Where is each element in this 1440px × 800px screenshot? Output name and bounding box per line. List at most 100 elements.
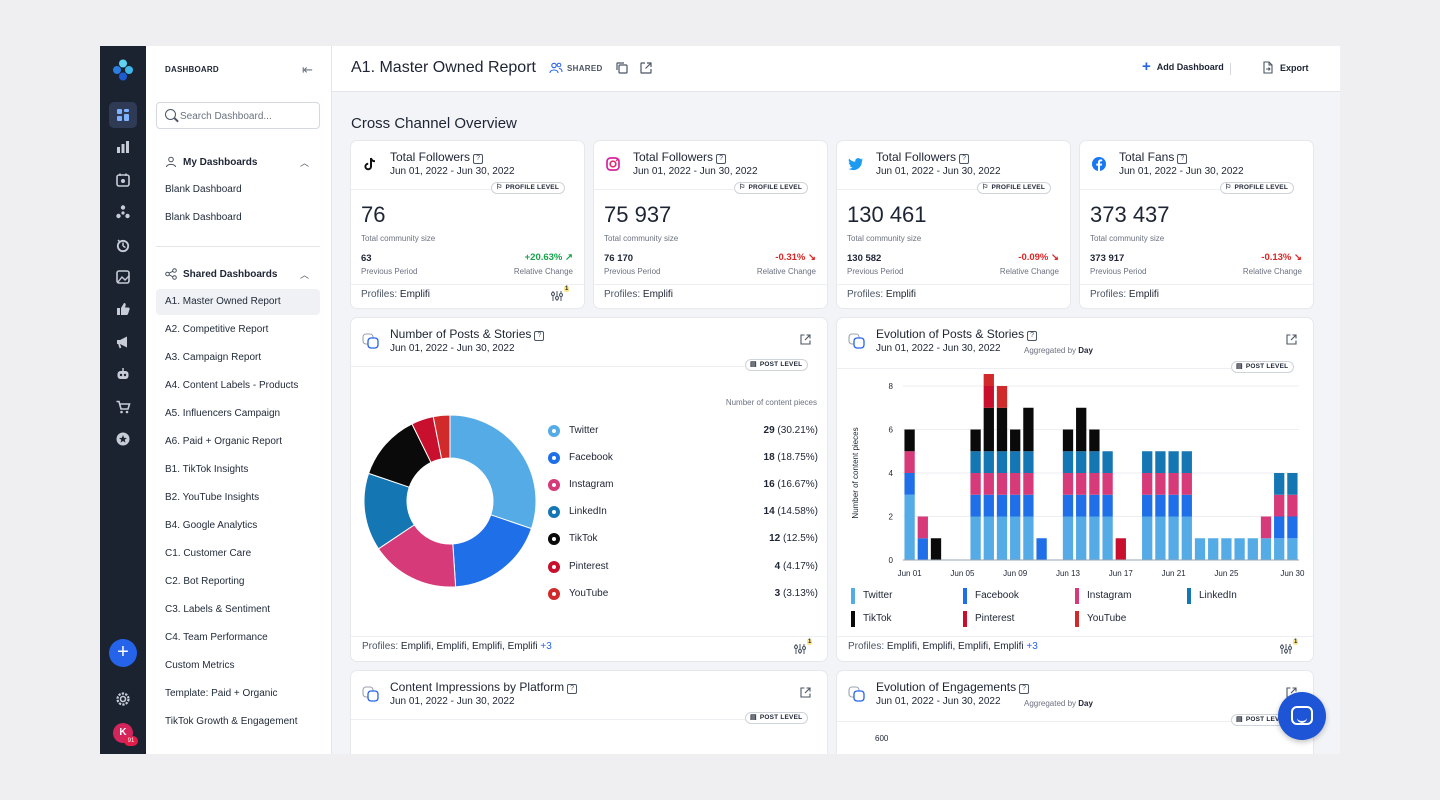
- bar-segment-linkedin[interactable]: [1076, 451, 1087, 473]
- sidebar-item[interactable]: Blank Dashboard: [165, 212, 242, 223]
- bar-segment-tiktok[interactable]: [930, 538, 942, 560]
- bar-segment-twitter[interactable]: [996, 516, 1008, 561]
- cart-nav-button[interactable]: [109, 394, 137, 420]
- bar-segment-instagram[interactable]: [1287, 494, 1298, 517]
- sidebar-item[interactable]: C1. Customer Care: [165, 548, 252, 559]
- legend-item-youtube[interactable]: YouTube 3 (3.13%): [548, 587, 818, 601]
- sidebar-item[interactable]: C4. Team Performance: [165, 632, 268, 643]
- bar-segment-facebook[interactable]: [1155, 494, 1166, 517]
- bar-segment-tiktok[interactable]: [983, 407, 994, 452]
- bar-segment-linkedin[interactable]: [1102, 451, 1113, 473]
- bar-segment-twitter[interactable]: [1234, 538, 1245, 560]
- bar-segment-pinterest[interactable]: [1115, 538, 1126, 560]
- bar-segment-linkedin[interactable]: [1142, 451, 1153, 473]
- export-button[interactable]: Export: [1262, 61, 1309, 74]
- bar-segment-instagram[interactable]: [970, 473, 981, 495]
- bar-segment-twitter[interactable]: [1274, 538, 1285, 560]
- bar-segment-twitter[interactable]: [983, 516, 994, 561]
- bar-segment-instagram[interactable]: [996, 473, 1008, 495]
- bar-segment-instagram[interactable]: [1076, 473, 1087, 495]
- legend-item-pinterest[interactable]: Pinterest 4 (4.17%): [548, 560, 818, 574]
- bar-segment-facebook[interactable]: [1274, 516, 1285, 539]
- bar-segment-twitter[interactable]: [1142, 516, 1153, 561]
- donut-slice-facebook[interactable]: [452, 514, 533, 588]
- bar-segment-facebook[interactable]: [1142, 494, 1153, 517]
- bar-segment-instagram[interactable]: [1089, 473, 1100, 495]
- bar-segment-linkedin[interactable]: [996, 451, 1008, 473]
- legend-item-tiktok[interactable]: TikTok 12 (12.5%): [548, 532, 818, 546]
- sidebar-item[interactable]: A2. Competitive Report: [165, 324, 269, 335]
- help-icon[interactable]: ?: [1027, 331, 1038, 341]
- dashboard-nav-button[interactable]: [109, 102, 137, 128]
- bar-segment-facebook[interactable]: [983, 494, 994, 517]
- bar-segment-instagram[interactable]: [904, 451, 915, 473]
- bar-segment-twitter[interactable]: [1287, 538, 1298, 560]
- megaphone-nav-button[interactable]: [109, 329, 137, 355]
- bar-segment-instagram[interactable]: [1023, 473, 1034, 495]
- bar-segment-linkedin[interactable]: [1181, 451, 1192, 473]
- bar-segment-twitter[interactable]: [1247, 538, 1258, 560]
- legend-item-linkedin[interactable]: LinkedIn 14 (14.58%): [548, 505, 818, 519]
- help-icon[interactable]: ?: [1177, 154, 1188, 164]
- bar-segment-pinterest[interactable]: [983, 386, 994, 408]
- add-dashboard-button[interactable]: + Add Dashboard: [1142, 59, 1224, 74]
- filter-icon[interactable]: [1279, 643, 1293, 655]
- bar-segment-twitter[interactable]: [1076, 516, 1087, 561]
- bar-segment-twitter[interactable]: [1168, 516, 1179, 561]
- bar-segment-linkedin[interactable]: [1168, 451, 1179, 473]
- more-profiles-link[interactable]: +3: [1026, 641, 1038, 652]
- bar-segment-facebook[interactable]: [1062, 494, 1074, 517]
- bar-segment-facebook[interactable]: [1287, 516, 1298, 539]
- sidebar-item[interactable]: C3. Labels & Sentiment: [165, 604, 271, 615]
- donut-slice-youtube[interactable]: [432, 414, 451, 460]
- bar-segment-facebook[interactable]: [996, 494, 1008, 517]
- bar-segment-tiktok[interactable]: [904, 429, 915, 452]
- bar-segment-instagram[interactable]: [1274, 494, 1285, 517]
- bar-segment-twitter[interactable]: [904, 494, 915, 560]
- bar-segment-facebook[interactable]: [1036, 538, 1047, 560]
- expand-icon[interactable]: [799, 686, 812, 699]
- help-icon[interactable]: ?: [534, 331, 545, 341]
- shared-dashboards-header[interactable]: Shared Dashboards: [165, 268, 277, 280]
- bar-segment-tiktok[interactable]: [996, 407, 1008, 452]
- bar-segment-twitter[interactable]: [1181, 516, 1192, 561]
- bar-segment-facebook[interactable]: [917, 538, 928, 560]
- bar-segment-facebook[interactable]: [1089, 494, 1100, 517]
- sidebar-item[interactable]: B1. TikTok Insights: [165, 464, 249, 475]
- open-in-new-icon[interactable]: [639, 61, 653, 75]
- help-icon[interactable]: ?: [567, 684, 578, 694]
- bar-segment-tiktok[interactable]: [1010, 429, 1021, 452]
- help-icon[interactable]: ?: [473, 154, 484, 164]
- bar-segment-instagram[interactable]: [1102, 473, 1113, 495]
- more-profiles-link[interactable]: +3: [540, 641, 552, 652]
- star-nav-button[interactable]: [109, 426, 137, 452]
- filter-icon[interactable]: [793, 643, 807, 655]
- search-box[interactable]: [156, 102, 320, 129]
- sidebar-item[interactable]: A6. Paid + Organic Report: [165, 436, 283, 447]
- bar-segment-twitter[interactable]: [1010, 516, 1021, 561]
- help-icon[interactable]: ?: [1019, 684, 1030, 694]
- bar-segment-twitter[interactable]: [1208, 538, 1219, 560]
- bar-segment-twitter[interactable]: [1221, 538, 1232, 560]
- my-dashboards-header[interactable]: My Dashboards: [165, 156, 257, 168]
- bar-segment-twitter[interactable]: [1260, 538, 1272, 560]
- bar-segment-linkedin[interactable]: [970, 451, 981, 473]
- bar-segment-twitter[interactable]: [1194, 538, 1206, 560]
- bar-segment-facebook[interactable]: [1102, 494, 1113, 517]
- bar-segment-twitter[interactable]: [1089, 516, 1100, 561]
- bar-segment-facebook[interactable]: [1023, 494, 1034, 517]
- emplifi-logo[interactable]: [111, 58, 135, 82]
- sidebar-item[interactable]: Blank Dashboard: [165, 184, 242, 195]
- bot-nav-button[interactable]: [109, 361, 137, 387]
- sidebar-item[interactable]: A5. Influencers Campaign: [165, 408, 281, 419]
- bar-segment-linkedin[interactable]: [1089, 451, 1100, 473]
- bar-segment-youtube[interactable]: [983, 374, 994, 386]
- bar-segment-instagram[interactable]: [1010, 473, 1021, 495]
- chevron-up-icon[interactable]: ︿: [300, 158, 310, 168]
- sidebar-item[interactable]: B4. Google Analytics: [165, 520, 258, 531]
- bar-segment-tiktok[interactable]: [1076, 407, 1087, 452]
- bar-segment-linkedin[interactable]: [1287, 473, 1298, 495]
- chat-support-button[interactable]: [1278, 692, 1326, 740]
- sidebar-item[interactable]: A3. Campaign Report: [165, 352, 262, 363]
- search-input[interactable]: [180, 108, 315, 124]
